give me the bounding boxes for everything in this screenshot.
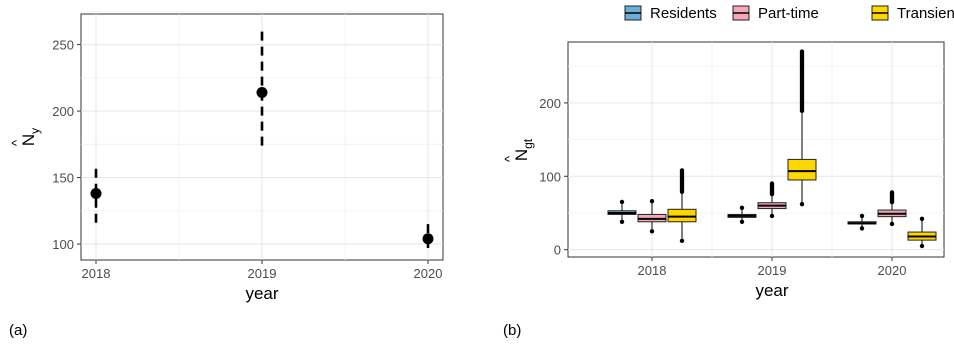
panel-b-tag: (b) bbox=[503, 322, 521, 339]
legend-entry-transients: Transients bbox=[871, 5, 954, 22]
point-2019 bbox=[256, 86, 268, 98]
svg-text:Ngt: Ngt bbox=[512, 138, 535, 161]
x-tick-label: 2018 bbox=[82, 266, 111, 281]
panel-b-xlabel: year bbox=[755, 281, 788, 300]
legend-entry-residents: Residents bbox=[624, 5, 717, 22]
panel-b-ticks: 0 100 200 2018 2019 2020 bbox=[539, 96, 906, 278]
panel-a-ylabel-hat: ^ bbox=[9, 139, 24, 146]
panel-b-ylabel-base: N bbox=[512, 149, 531, 161]
box-transients-2019 bbox=[787, 158, 817, 181]
panel-a-marks bbox=[90, 28, 434, 249]
legend-entry-part-time: Part-time bbox=[732, 5, 819, 22]
point-2018 bbox=[90, 188, 102, 200]
legend-label-transients: Transients bbox=[897, 5, 954, 22]
panel-b-ylabel-hat: ^ bbox=[502, 155, 517, 162]
y-tick-label: 100 bbox=[52, 237, 74, 252]
x-tick-label: 2020 bbox=[878, 263, 907, 278]
y-tick-label: 150 bbox=[52, 171, 74, 186]
svg-text:Ny: Ny bbox=[19, 128, 42, 146]
x-tick-label: 2019 bbox=[248, 266, 277, 281]
legend: Residents Part-time Transients bbox=[624, 5, 954, 22]
y-tick-label: 0 bbox=[554, 243, 561, 258]
panel-a-xlabel: year bbox=[245, 284, 278, 303]
panel-b-plot-area bbox=[567, 41, 945, 258]
panel-a-ylabel-sub: y bbox=[28, 128, 42, 134]
panel-b-ylabel: Ngt ^ bbox=[502, 138, 535, 162]
y-tick-label: 250 bbox=[52, 38, 74, 53]
panel-b-marks bbox=[607, 49, 937, 249]
y-tick-label: 100 bbox=[539, 169, 561, 184]
x-tick-label: 2020 bbox=[414, 266, 443, 281]
panel-a-tag: (a) bbox=[9, 322, 27, 339]
point-2020 bbox=[422, 233, 434, 245]
legend-label-part-time: Part-time bbox=[758, 5, 819, 22]
y-tick-label: 200 bbox=[52, 104, 74, 119]
panel-a-ylabel: Ny ^ bbox=[9, 128, 42, 146]
y-tick-label: 200 bbox=[539, 96, 561, 111]
legend-label-residents: Residents bbox=[650, 5, 717, 22]
panel-a-ylabel-base: N bbox=[19, 134, 38, 146]
x-tick-label: 2018 bbox=[638, 263, 667, 278]
x-tick-label: 2019 bbox=[758, 263, 787, 278]
box-transients-2018 bbox=[667, 208, 697, 223]
panel-a-ticks: 100 150 200 250 2018 2019 2020 bbox=[52, 38, 442, 281]
panel-b-ylabel-sub: gt bbox=[521, 138, 535, 149]
